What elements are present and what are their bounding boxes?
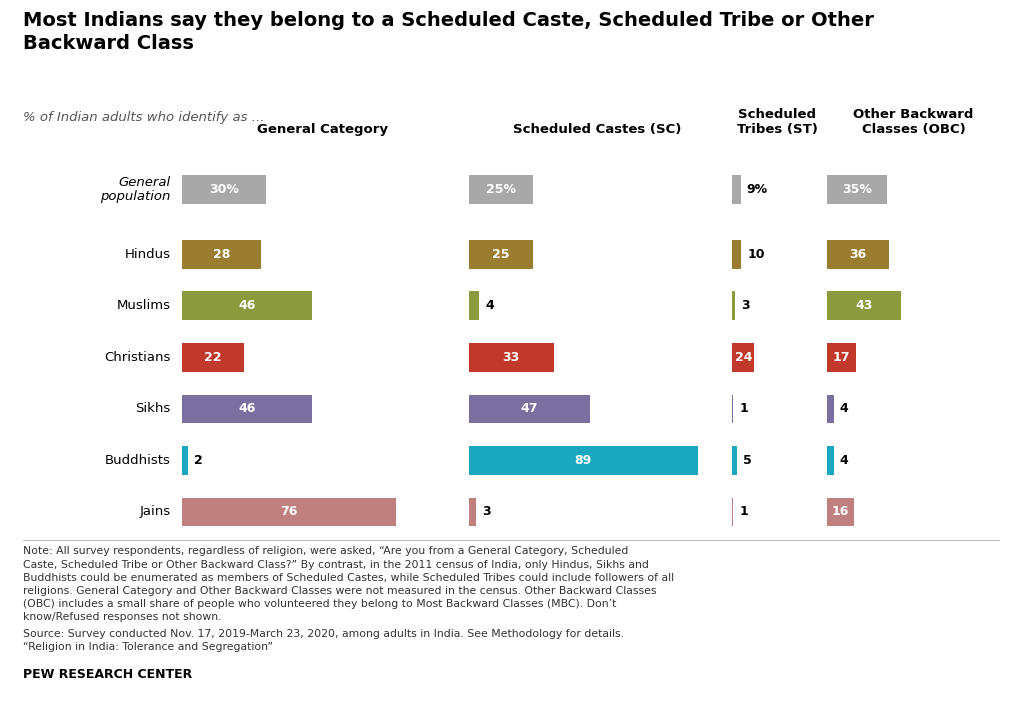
Text: 22: 22 — [205, 351, 222, 364]
Text: General
population: General population — [100, 176, 171, 203]
Text: 4: 4 — [840, 402, 848, 415]
Text: 36: 36 — [849, 248, 866, 261]
Text: 4: 4 — [840, 454, 848, 467]
Text: 25%: 25% — [486, 183, 516, 196]
Text: 47: 47 — [521, 402, 538, 415]
Text: 1: 1 — [740, 505, 748, 518]
Text: 28: 28 — [213, 248, 230, 261]
Text: 3: 3 — [483, 505, 491, 518]
Text: Sikhs: Sikhs — [136, 402, 171, 415]
Text: 43: 43 — [855, 299, 873, 312]
Text: 35%: 35% — [842, 183, 872, 196]
Text: 16: 16 — [832, 505, 849, 518]
Text: 10: 10 — [748, 248, 765, 261]
Text: Buddhists: Buddhists — [105, 454, 171, 467]
Text: 24: 24 — [735, 351, 752, 364]
Text: 46: 46 — [238, 402, 256, 415]
Text: 1: 1 — [740, 402, 748, 415]
Text: 76: 76 — [280, 505, 298, 518]
Text: Note: All survey respondents, regardless of religion, were asked, “Are you from : Note: All survey respondents, regardless… — [23, 546, 673, 622]
Text: 5: 5 — [743, 454, 752, 467]
Text: 9%: 9% — [747, 183, 768, 196]
Text: Other Backward
Classes (OBC): Other Backward Classes (OBC) — [853, 108, 974, 136]
Text: 3: 3 — [742, 299, 750, 312]
Text: % of Indian adults who identify as ...: % of Indian adults who identify as ... — [23, 111, 264, 124]
Text: 25: 25 — [492, 248, 509, 261]
Text: 30%: 30% — [210, 183, 239, 196]
Text: 2: 2 — [194, 454, 203, 467]
Text: Scheduled Castes (SC): Scheduled Castes (SC) — [514, 123, 681, 136]
Text: General Category: General Category — [257, 123, 389, 136]
Text: 4: 4 — [485, 299, 494, 312]
Text: Most Indians say they belong to a Scheduled Caste, Scheduled Tribe or Other
Back: Most Indians say they belong to a Schedu… — [23, 11, 874, 53]
Text: Christians: Christians — [104, 351, 171, 364]
Text: Source: Survey conducted Nov. 17, 2019-March 23, 2020, among adults in India. Se: Source: Survey conducted Nov. 17, 2019-M… — [23, 629, 623, 652]
Text: Muslims: Muslims — [117, 299, 171, 312]
Text: PEW RESEARCH CENTER: PEW RESEARCH CENTER — [23, 668, 191, 681]
Text: 17: 17 — [833, 351, 850, 364]
Text: 89: 89 — [575, 454, 592, 467]
Text: 46: 46 — [238, 299, 256, 312]
Text: Jains: Jains — [140, 505, 171, 518]
Text: Scheduled
Tribes (ST): Scheduled Tribes (ST) — [737, 108, 818, 136]
Text: 33: 33 — [502, 351, 520, 364]
Text: Hindus: Hindus — [125, 248, 171, 261]
